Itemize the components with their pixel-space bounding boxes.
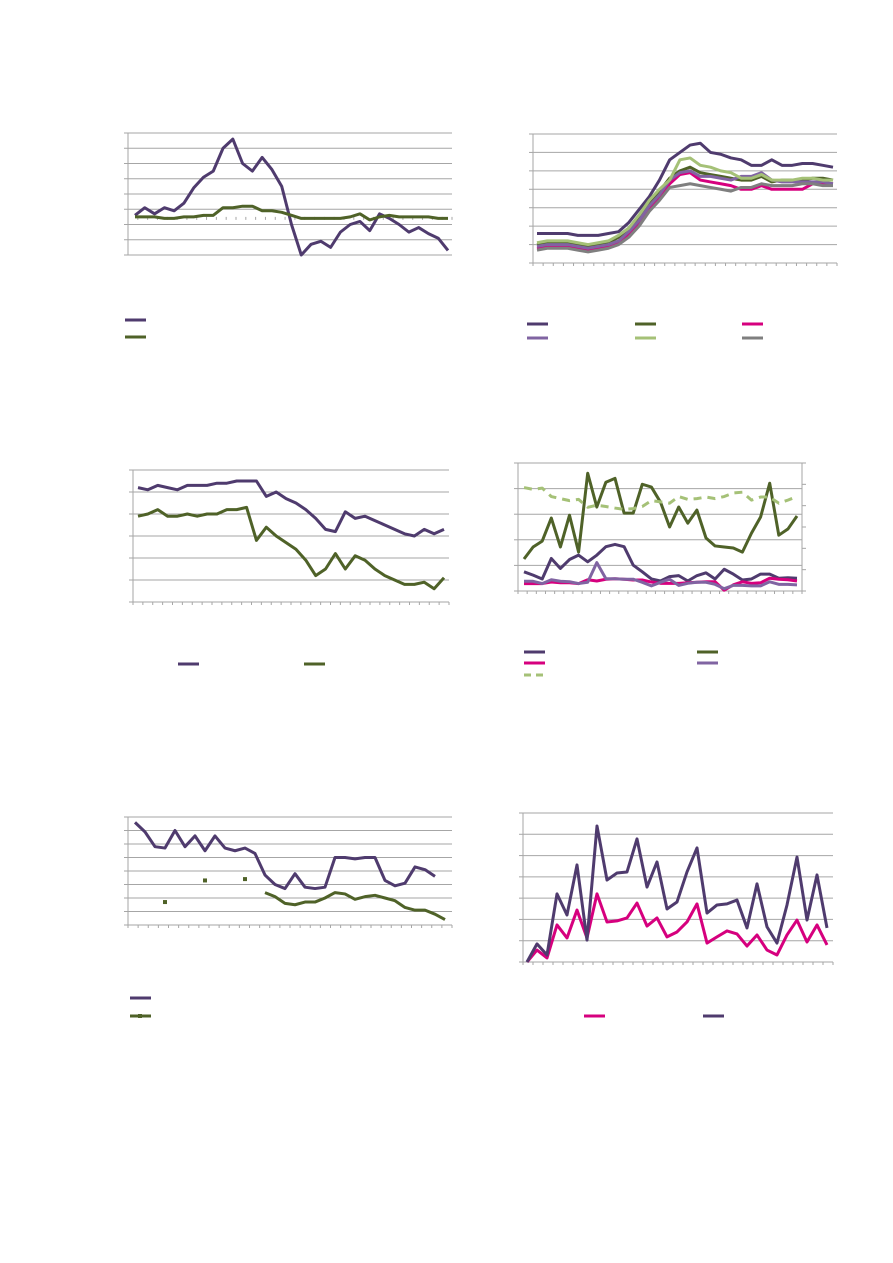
series-1-line xyxy=(137,479,445,538)
series-1-line xyxy=(133,821,436,891)
series-1-line xyxy=(525,892,829,963)
series-2-marker xyxy=(203,878,207,883)
series-4-line xyxy=(536,169,834,250)
chart-2 xyxy=(527,133,838,340)
series-2-line xyxy=(525,824,829,963)
series-3-line xyxy=(536,171,833,252)
series-1-line xyxy=(523,542,798,583)
legend-marker xyxy=(138,1014,142,1018)
series-2-line xyxy=(135,204,448,222)
series-1-line xyxy=(134,137,450,257)
chart-4 xyxy=(514,462,806,677)
series-2-line xyxy=(264,891,446,921)
series-2-marker xyxy=(163,900,167,905)
chart-1 xyxy=(124,132,453,339)
series-4-line xyxy=(524,561,798,591)
series-6-line xyxy=(536,182,833,254)
series-2-marker xyxy=(243,877,247,882)
series-5-line xyxy=(536,156,833,247)
chart-3 xyxy=(129,469,450,666)
series-2-line xyxy=(522,471,799,560)
series-5-line xyxy=(523,486,798,511)
series-2-line xyxy=(137,505,446,591)
chart-5 xyxy=(124,816,453,1018)
series-1-line xyxy=(537,141,834,237)
chart-6 xyxy=(519,812,834,1018)
